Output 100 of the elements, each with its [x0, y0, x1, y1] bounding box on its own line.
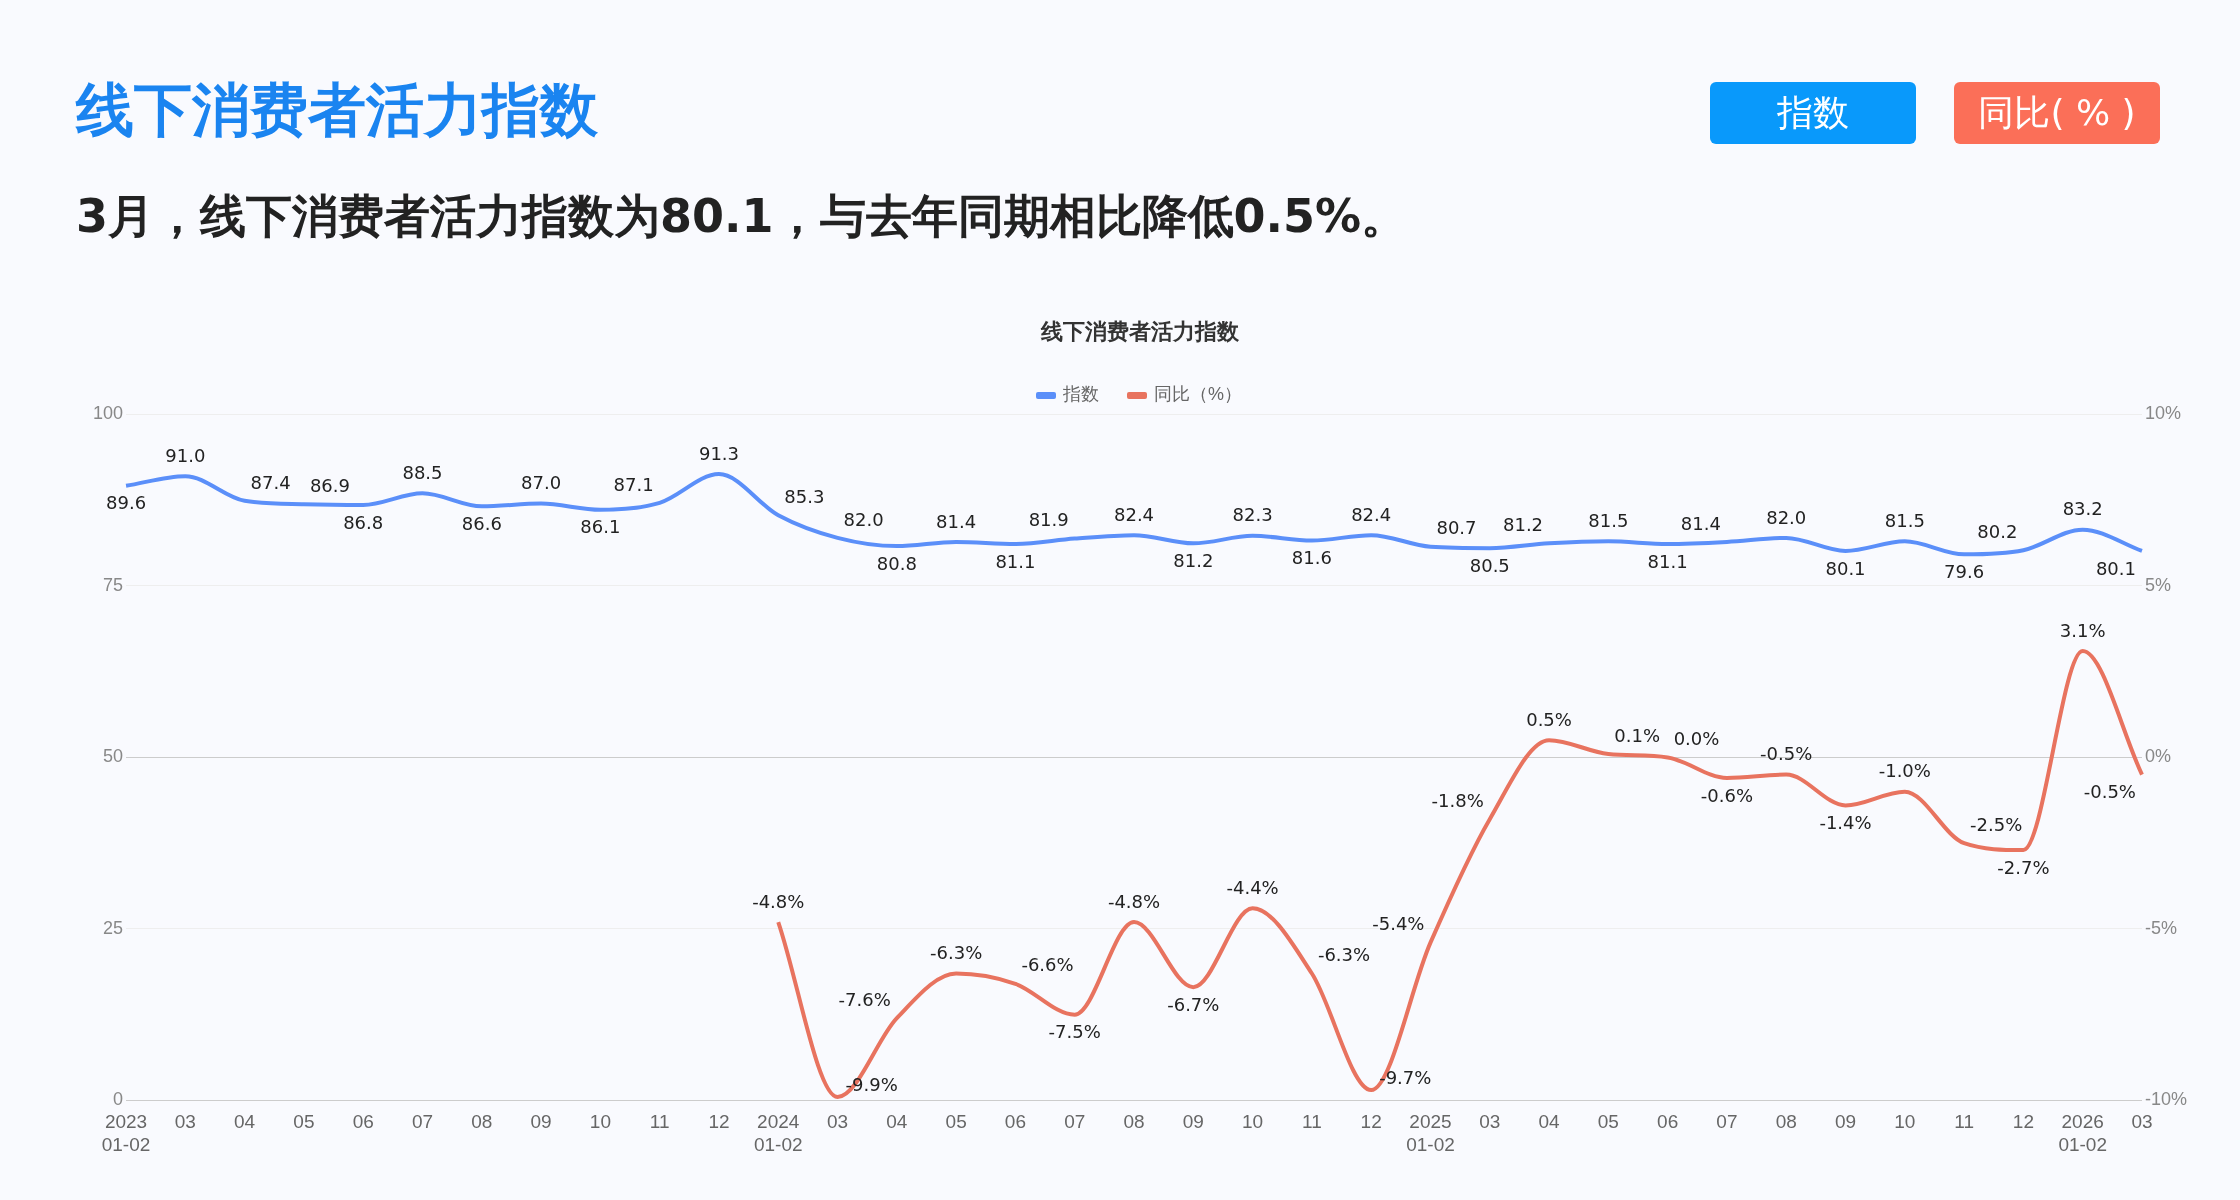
data-label: 0.1%: [1614, 724, 1661, 746]
x-tick-label: 2026 01-02: [2058, 1111, 2107, 1155]
x-tick-label: 05: [945, 1111, 967, 1133]
x-tick-label: 08: [1775, 1111, 1797, 1133]
y2-tick-label: 5%: [2144, 574, 2171, 595]
data-label: -7.6%: [838, 988, 891, 1010]
data-label: 81.9: [1028, 509, 1069, 531]
data-label: 79.6: [1944, 561, 1985, 583]
x-tick-label: 05: [1597, 1111, 1619, 1133]
legend-label: 指数: [1062, 384, 1099, 405]
data-label: 3.1%: [2059, 619, 2106, 641]
yoy-button: 同比( % ): [1954, 82, 2160, 144]
chart-subtitle: 3月，线下消费者活力指数为80.1，与去年同期相比降低0.5%。: [76, 188, 1408, 245]
data-label: 82.4: [1351, 503, 1392, 525]
x-tick-label: 04: [886, 1111, 908, 1133]
x-tick-label: 07: [411, 1111, 434, 1133]
data-label: -1.8%: [1431, 789, 1484, 811]
x-tick-label: 2025 01-02: [1406, 1111, 1455, 1155]
y2-tick-label: -10%: [2144, 1089, 2188, 1110]
data-label: 82.0: [843, 508, 884, 530]
x-tick-label: 09: [530, 1111, 552, 1133]
x-tick-label: 2024 01-02: [753, 1111, 803, 1155]
data-label: -2.7%: [1997, 856, 2050, 878]
data-label: 82.3: [1232, 504, 1273, 526]
legend-label: 同比（%）: [1154, 384, 1243, 405]
data-label: 81.1: [1647, 550, 1688, 572]
x-tick-label: 09: [1182, 1111, 1204, 1133]
x-tick-label: 10: [589, 1111, 611, 1133]
data-label: -2.5%: [1970, 813, 2023, 835]
x-tick-label: 11: [649, 1111, 670, 1133]
y2-tick-label: -5%: [2144, 917, 2177, 938]
data-label: -4.4%: [1226, 876, 1279, 898]
data-label: -4.8%: [1107, 890, 1161, 912]
x-tick-label: 10: [1242, 1111, 1264, 1133]
data-label: -0.5%: [2083, 781, 2136, 803]
data-label: 87.4: [250, 471, 291, 493]
x-tick-label: 03: [2131, 1111, 2153, 1133]
x-tick-label: 03: [1479, 1111, 1501, 1133]
data-label: 80.5: [1469, 554, 1510, 576]
index-button: 指数: [1710, 82, 1916, 144]
x-tick-label: 04: [1538, 1111, 1561, 1133]
data-label: 89.6: [105, 492, 147, 514]
x-tick-label: 11: [1302, 1111, 1322, 1133]
x-tick-label: 03: [826, 1111, 849, 1133]
data-label: 0.0%: [1673, 728, 1720, 750]
data-label: -6.3%: [1317, 944, 1371, 966]
x-tick-label: 10: [1894, 1111, 1916, 1133]
data-label: 81.5: [1588, 509, 1629, 531]
data-label: 81.4: [1680, 512, 1721, 534]
data-label: 86.6: [461, 513, 502, 534]
x-tick-label: 04: [234, 1111, 256, 1133]
data-label: 0.5%: [1526, 708, 1572, 730]
data-label: 88.5: [402, 461, 443, 483]
data-label: 91.0: [165, 444, 206, 466]
x-tick-label: 06: [352, 1111, 374, 1133]
data-label: 81.5: [1884, 509, 1925, 531]
y-tick-label: 50: [103, 746, 124, 767]
x-tick-label: 08: [471, 1111, 493, 1133]
y-tick-label: 0: [113, 1089, 124, 1110]
chart-title: 线下消费者活力指数: [76, 75, 598, 146]
data-label: -0.5%: [1760, 743, 1813, 765]
x-tick-label: 2023 01-02: [101, 1111, 151, 1155]
x-tick-label: 09: [1834, 1111, 1857, 1133]
data-label: 81.2: [1502, 514, 1544, 536]
x-tick-label: 12: [708, 1111, 730, 1133]
data-label: 81.4: [936, 510, 977, 532]
data-label: -6.3%: [930, 942, 983, 964]
data-label: 87.0: [521, 472, 562, 494]
x-tick-label: 07: [1064, 1111, 1086, 1133]
data-label: 81.6: [1291, 547, 1332, 569]
x-tick-label: 12: [1360, 1111, 1382, 1133]
y2-tick-label: 0%: [2144, 746, 2171, 767]
x-tick-label: 03: [174, 1111, 196, 1133]
data-label: -4.8%: [752, 890, 805, 912]
data-label: -7.5%: [1048, 1021, 1101, 1043]
data-label: 82.4: [1113, 503, 1155, 525]
data-label: 83.2: [2062, 498, 2103, 520]
y-tick-label: 100: [92, 403, 124, 424]
data-label: 80.7: [1436, 517, 1477, 539]
data-label: 86.8: [343, 511, 384, 533]
data-label: 86.1: [580, 516, 621, 538]
x-tick-label: 12: [2012, 1111, 2034, 1133]
y2-tick-label: 10%: [2144, 403, 2182, 424]
data-label: 91.3: [698, 442, 739, 464]
y-tick-label: 25: [103, 917, 124, 938]
data-label: 80.1: [2095, 557, 2136, 579]
data-label: 85.3: [784, 485, 825, 507]
data-label: 86.9: [309, 474, 350, 496]
data-label: -1.0%: [1878, 760, 1931, 782]
x-tick-label: 07: [1716, 1111, 1738, 1133]
data-label: -5.4%: [1372, 913, 1425, 935]
x-tick-label: 11: [1954, 1111, 1974, 1133]
data-label: 80.8: [876, 552, 917, 574]
data-label: 87.1: [613, 473, 654, 495]
data-label: 81.2: [1173, 550, 1214, 572]
data-label: -1.4%: [1819, 812, 1872, 834]
data-label: 80.1: [1825, 557, 1866, 579]
text: 线下消费者活力指数: [1040, 319, 1240, 345]
y-tick-label: 75: [103, 574, 124, 595]
x-tick-label: 06: [1004, 1111, 1026, 1133]
